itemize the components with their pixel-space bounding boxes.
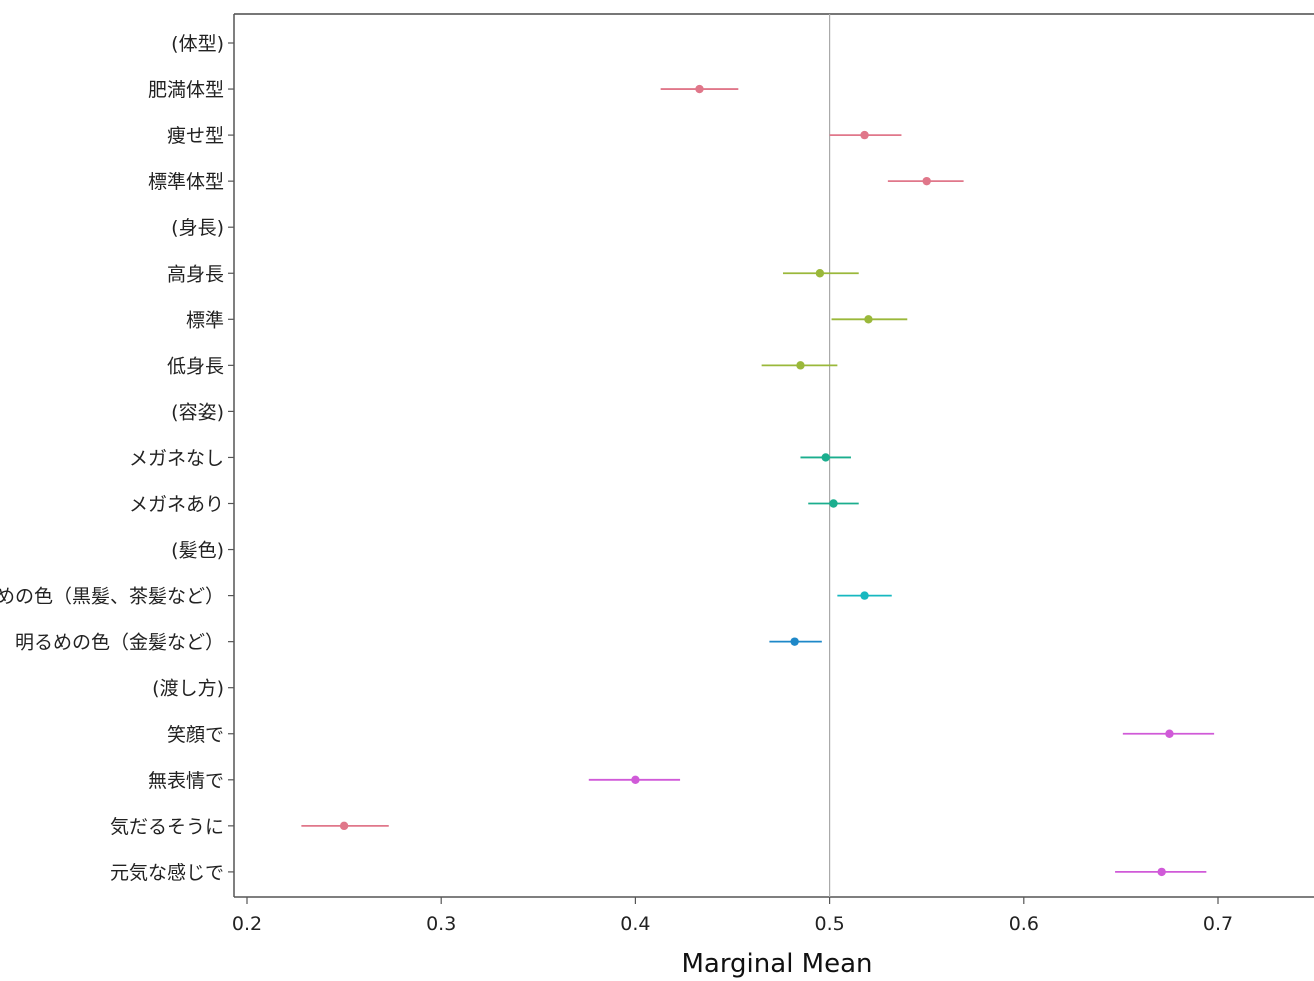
y-tick-label: 無表情で xyxy=(148,770,224,792)
y-tick-label: (髪色) xyxy=(171,540,224,562)
y-tick-label: 笑顔で xyxy=(167,724,224,746)
estimate-point xyxy=(860,591,869,600)
estimate-point xyxy=(695,84,704,94)
plot-marks xyxy=(301,84,1215,877)
x-tick-label: 0.6 xyxy=(1009,913,1039,935)
y-tick-label: 気だるそうに xyxy=(110,816,224,838)
y-tick-label: メガネなし xyxy=(129,447,224,469)
x-tick-label: 0.4 xyxy=(620,913,650,935)
estimate-point xyxy=(860,130,869,140)
estimate-point xyxy=(864,315,873,324)
y-tick-label: (体型) xyxy=(171,33,224,55)
x-tick-label: 0.2 xyxy=(232,913,262,935)
y-tick-label: 肥満体型 xyxy=(148,79,224,101)
x-axis-title: Marginal Mean xyxy=(681,949,872,979)
estimate-point xyxy=(1165,729,1174,738)
estimate-point xyxy=(796,361,805,370)
plot-axes xyxy=(233,13,1314,898)
estimate-point xyxy=(631,775,640,784)
y-tick-label: 低身長 xyxy=(167,355,224,377)
estimate-point xyxy=(815,269,825,278)
y-tick-label: (身長) xyxy=(171,217,224,239)
y-tick-label: 高身長 xyxy=(167,263,224,285)
y-tick-label: 標準体型 xyxy=(148,171,224,193)
y-tick-label: (容姿) xyxy=(171,401,224,423)
estimate-point xyxy=(829,499,838,508)
x-tick-label: 0.7 xyxy=(1203,913,1233,935)
estimate-point xyxy=(922,176,931,186)
estimate-point xyxy=(821,453,830,462)
y-tick-label: 痩せ型 xyxy=(167,125,224,147)
x-tick-label: 0.3 xyxy=(426,913,456,935)
estimate-point xyxy=(339,821,349,831)
x-axis-ticks: 0.2 0.3 0.4 0.5 0.6 0.7 xyxy=(232,897,1233,935)
y-tick-label: 標準 xyxy=(186,309,224,331)
estimate-point xyxy=(1157,867,1166,877)
y-tick-label: 明るめの色（金髪など） xyxy=(15,632,224,654)
y-tick-label: メガネあり xyxy=(129,494,224,516)
estimate-point xyxy=(790,637,799,646)
y-tick-label: 元気な感じで xyxy=(110,862,224,884)
y-tick-label: 暗めの色（黒髪、茶髪など） xyxy=(0,586,224,608)
x-tick-label: 0.5 xyxy=(814,913,844,935)
y-tick-label: (渡し方) xyxy=(152,678,224,700)
